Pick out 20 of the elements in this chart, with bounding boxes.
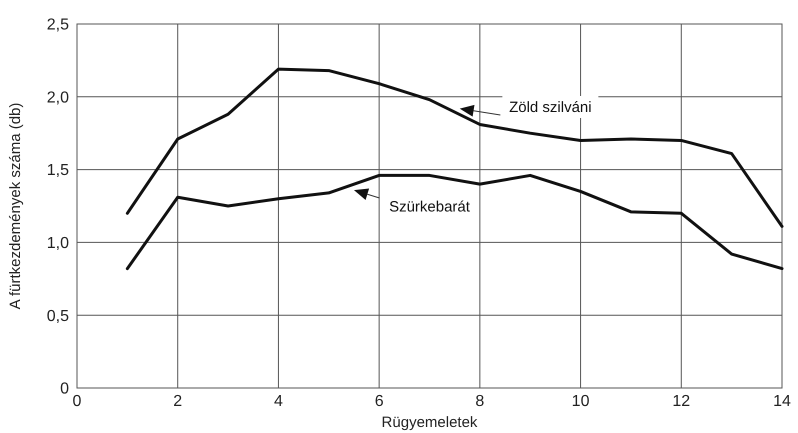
line-series bbox=[126, 68, 784, 228]
y-tick-label: 2,0 bbox=[46, 89, 70, 106]
y-tick-label: 2,5 bbox=[46, 16, 70, 34]
y-tick-label: 0 bbox=[60, 380, 70, 398]
x-tick-label: 12 bbox=[672, 393, 690, 410]
x-tick-label: 14 bbox=[773, 393, 791, 410]
x-tick-label: 6 bbox=[374, 393, 384, 410]
x-tick-label: 8 bbox=[475, 393, 484, 410]
y-tick-label: 0,5 bbox=[46, 308, 70, 325]
x-tick-label: 0 bbox=[72, 393, 82, 410]
legend-label: Zöld szilváni bbox=[509, 99, 592, 116]
x-tick-label: 10 bbox=[572, 393, 590, 410]
x-tick-label: 4 bbox=[274, 393, 283, 410]
x-axis-title: Rügyemeletek bbox=[382, 414, 478, 431]
y-tick-label: 1,5 bbox=[46, 162, 70, 180]
series-label: Szürkebarát bbox=[389, 198, 471, 216]
x-tick-label: 2 bbox=[173, 393, 182, 410]
y-tick-label: 1,0 bbox=[46, 235, 70, 252]
y-axis-title: A fürtkezdemények száma (db) bbox=[7, 102, 24, 310]
line-series bbox=[126, 174, 784, 270]
